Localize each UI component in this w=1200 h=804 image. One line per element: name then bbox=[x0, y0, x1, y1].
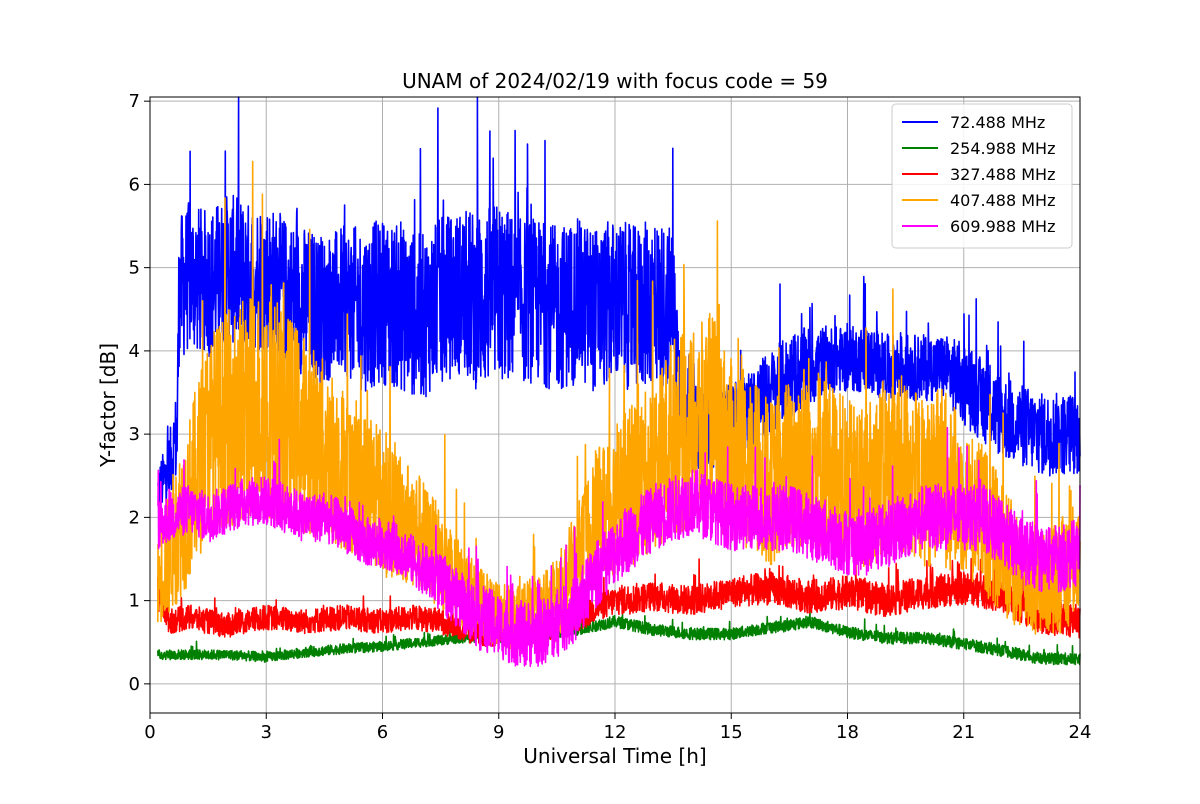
y-tick-label: 1 bbox=[129, 591, 140, 612]
y-tick-label: 2 bbox=[129, 507, 140, 528]
y-tick-label: 0 bbox=[129, 674, 140, 695]
x-tick-label: 6 bbox=[377, 722, 388, 743]
series-line-2 bbox=[157, 609, 1081, 666]
y-tick-label: 6 bbox=[129, 174, 140, 195]
x-tick-label: 0 bbox=[144, 722, 155, 743]
x-axis-title: Universal Time [h] bbox=[523, 744, 706, 768]
series-line-3 bbox=[157, 552, 1081, 648]
x-tick-label: 18 bbox=[836, 722, 859, 743]
legend-label-3: 327.488 MHz bbox=[950, 165, 1055, 184]
y-tick-label: 4 bbox=[129, 341, 140, 362]
series-line-5 bbox=[157, 426, 1081, 668]
legend-label-5: 609.988 MHz bbox=[950, 217, 1055, 236]
legend-label-2: 254.988 MHz bbox=[950, 139, 1055, 158]
legend-box bbox=[891, 103, 1073, 249]
x-tick-label: 3 bbox=[261, 722, 272, 743]
x-tick-label: 15 bbox=[720, 722, 743, 743]
y-tick-label: 7 bbox=[129, 91, 140, 112]
legend-label-1: 72.488 MHz bbox=[950, 113, 1045, 132]
series-layer bbox=[157, 96, 1081, 668]
y-tick-label: 3 bbox=[129, 424, 140, 445]
x-tick-label: 21 bbox=[952, 722, 975, 743]
x-tick-label: 12 bbox=[604, 722, 627, 743]
x-tick-label: 24 bbox=[1069, 722, 1092, 743]
x-tick-label: 9 bbox=[493, 722, 504, 743]
chart-title: UNAM of 2024/02/19 with focus code = 59 bbox=[402, 69, 828, 93]
legend-label-4: 407.488 MHz bbox=[950, 191, 1055, 210]
legend: 72.488 MHz 254.988 MHz 327.488 MHz 407.488 … bbox=[891, 103, 1073, 249]
y-axis-title: Y-factor [dB] bbox=[96, 343, 120, 468]
y-tick-label: 5 bbox=[129, 258, 140, 279]
series-line-1 bbox=[157, 96, 1081, 509]
